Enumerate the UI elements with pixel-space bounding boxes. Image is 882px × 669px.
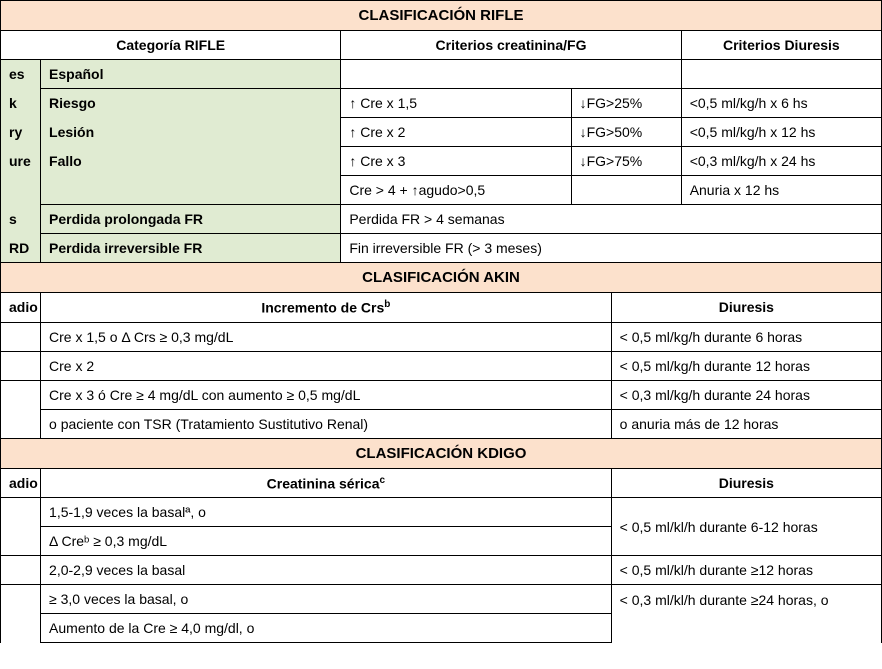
- akin-row-1: Cre x 1,5 o Δ Crs ≥ 0,3 mg/dL < 0,5 ml/k…: [1, 322, 882, 351]
- kdigo-cre-2: 2,0-2,9 veces la basal: [41, 556, 612, 585]
- kdigo-e-3: [1, 585, 41, 614]
- rifle-diu-3: Anuria x 12 hs: [681, 176, 881, 205]
- rifle-diu-1: <0,5 ml/kg/h x 12 hs: [681, 118, 881, 147]
- akin-diu-1: < 0,5 ml/kg/h durante 12 horas: [611, 351, 881, 380]
- rifle-fg-3: [571, 176, 681, 205]
- kdigo-row-3b: Aumento de la Cre ≥ 4,0 mg/dl, o: [1, 614, 882, 643]
- akin-row-3b: o paciente con TSR (Tratamiento Sustitut…: [1, 409, 882, 438]
- akin-header-row: adio Incremento de Crsb Diuresis: [1, 293, 882, 323]
- kdigo-cre-4: Aumento de la Cre ≥ 4,0 mg/dl, o: [41, 614, 612, 643]
- rifle-en-0: k: [1, 89, 41, 118]
- rifle-en-2: ure: [1, 147, 41, 176]
- akin-inc-3: o paciente con TSR (Tratamiento Sustitut…: [41, 409, 612, 438]
- akin-inc-0: Cre x 1,5 o Δ Crs ≥ 0,3 mg/dL: [41, 322, 612, 351]
- kdigo-title: CLASIFICACIÓN KDIGO: [1, 438, 882, 468]
- kdigo-row-1a: 1,5-1,9 veces la basalª, o < 0,5 ml/kl/h…: [1, 498, 882, 527]
- rifle-es-3: [41, 176, 341, 205]
- rifle-row-fallo: ure Fallo ↑ Cre x 3 ↓FG>75% <0,3 ml/kg/h…: [1, 147, 882, 176]
- rifle-row-cre4: Cre > 4 + ↑agudo>0,5 Anuria x 12 hs: [1, 176, 882, 205]
- rifle-loss-es-1: Perdida irreversible FR: [41, 234, 341, 263]
- rifle-cre-3: Cre > 4 + ↑agudo>0,5: [341, 176, 571, 205]
- kdigo-diu-3: < 0,3 ml/kl/h durante ≥24 horas, o: [611, 585, 881, 614]
- rifle-subheader-es: Español: [41, 60, 341, 89]
- akin-header-incremento-text: Incremento de Crs: [261, 300, 384, 316]
- rifle-en-3: [1, 176, 41, 205]
- akin-inc-2: Cre x 3 ó Cre ≥ 4 mg/dL con aumento ≥ 0,…: [41, 380, 612, 409]
- kdigo-table: CLASIFICACIÓN KDIGO adio Creatinina séri…: [0, 438, 882, 644]
- rifle-header-row: Categoría RIFLE Criterios creatinina/FG …: [1, 31, 882, 60]
- rifle-title: CLASIFICACIÓN RIFLE: [1, 1, 882, 31]
- rifle-loss-text-0: Perdida FR > 4 semanas: [341, 205, 882, 234]
- rifle-row-esrd: RD Perdida irreversible FR Fin irreversi…: [1, 234, 882, 263]
- rifle-loss-en-1: RD: [1, 234, 41, 263]
- kdigo-e-2: [1, 556, 41, 585]
- akin-title-row: CLASIFICACIÓN AKIN: [1, 263, 882, 293]
- akin-row-3: Cre x 3 ó Cre ≥ 4 mg/dL con aumento ≥ 0,…: [1, 380, 882, 409]
- akin-table: CLASIFICACIÓN AKIN adio Incremento de Cr…: [0, 262, 882, 439]
- rifle-fg-2: ↓FG>75%: [571, 147, 681, 176]
- rifle-diu-2: <0,3 ml/kg/h x 24 hs: [681, 147, 881, 176]
- rifle-cre-2: ↑ Cre x 3: [341, 147, 571, 176]
- akin-diu-2: < 0,3 ml/kg/h durante 24 horas: [611, 380, 881, 409]
- rifle-table: CLASIFICACIÓN RIFLE Categoría RIFLE Crit…: [0, 0, 882, 263]
- akin-header-diuresis: Diuresis: [611, 293, 881, 323]
- akin-diu-0: < 0,5 ml/kg/h durante 6 horas: [611, 322, 881, 351]
- rifle-fg-0: ↓FG>25%: [571, 89, 681, 118]
- akin-header-incremento: Incremento de Crsb: [41, 293, 612, 323]
- rifle-es-1: Lesión: [41, 118, 341, 147]
- akin-inc-1: Cre x 2: [41, 351, 612, 380]
- kdigo-e-0: [1, 498, 41, 527]
- rifle-loss-en-0: s: [1, 205, 41, 234]
- kdigo-e-4: [1, 614, 41, 643]
- kdigo-header-estadio: adio: [1, 468, 41, 498]
- kdigo-cre-1: Δ Creᵇ ≥ 0,3 mg/dL: [41, 527, 612, 556]
- rifle-header-diuresis: Criterios Diuresis: [681, 31, 881, 60]
- akin-e-3: [1, 409, 41, 438]
- rifle-subheader-en: es: [1, 60, 41, 89]
- kdigo-header-row: adio Creatinina séricac Diuresis: [1, 468, 882, 498]
- kdigo-header-sup: c: [379, 475, 385, 486]
- akin-e-1: [1, 351, 41, 380]
- rifle-cre-0: ↑ Cre x 1,5: [341, 89, 571, 118]
- rifle-fg-1: ↓FG>50%: [571, 118, 681, 147]
- kdigo-diu-2: < 0,5 ml/kl/h durante ≥12 horas: [611, 556, 881, 585]
- rifle-en-1: ry: [1, 118, 41, 147]
- akin-title: CLASIFICACIÓN AKIN: [1, 263, 882, 293]
- rifle-row-loss: s Perdida prolongada FR Perdida FR > 4 s…: [1, 205, 882, 234]
- kdigo-header-creatinina-text: Creatinina sérica: [267, 475, 380, 491]
- rifle-diu-0: <0,5 ml/kg/h x 6 hs: [681, 89, 881, 118]
- akin-e-0: [1, 322, 41, 351]
- rifle-row-lesion: ry Lesión ↑ Cre x 2 ↓FG>50% <0,5 ml/kg/h…: [1, 118, 882, 147]
- rifle-es-0: Riesgo: [41, 89, 341, 118]
- akin-header-estadio: adio: [1, 293, 41, 323]
- kdigo-header-diuresis: Diuresis: [611, 468, 881, 498]
- kdigo-diu-4: [611, 614, 881, 643]
- rifle-loss-text-1: Fin irreversible FR (> 3 meses): [341, 234, 882, 263]
- rifle-es-2: Fallo: [41, 147, 341, 176]
- rifle-header-criterios-cre: Criterios creatinina/FG: [341, 31, 681, 60]
- kdigo-title-row: CLASIFICACIÓN KDIGO: [1, 438, 882, 468]
- rifle-header-categoria: Categoría RIFLE: [1, 31, 341, 60]
- rifle-subheader-row: es Español: [1, 60, 882, 89]
- kdigo-e-1: [1, 527, 41, 556]
- rifle-subheader-spacer2: [681, 60, 881, 89]
- akin-diu-3: o anuria más de 12 horas: [611, 409, 881, 438]
- rifle-title-row: CLASIFICACIÓN RIFLE: [1, 1, 882, 31]
- rifle-row-riesgo: k Riesgo ↑ Cre x 1,5 ↓FG>25% <0,5 ml/kg/…: [1, 89, 882, 118]
- akin-header-sup: b: [384, 299, 390, 310]
- kdigo-header-creatinina: Creatinina séricac: [41, 468, 612, 498]
- rifle-loss-es-0: Perdida prolongada FR: [41, 205, 341, 234]
- kdigo-cre-0: 1,5-1,9 veces la basalª, o: [41, 498, 612, 527]
- rifle-subheader-spacer1: [341, 60, 681, 89]
- kdigo-cre-3: ≥ 3,0 veces la basal, o: [41, 585, 612, 614]
- kdigo-row-2: 2,0-2,9 veces la basal < 0,5 ml/kl/h dur…: [1, 556, 882, 585]
- akin-row-2: Cre x 2 < 0,5 ml/kg/h durante 12 horas: [1, 351, 882, 380]
- rifle-cre-1: ↑ Cre x 2: [341, 118, 571, 147]
- kdigo-diu-0: < 0,5 ml/kl/h durante 6-12 horas: [611, 498, 881, 556]
- kdigo-row-3a: ≥ 3,0 veces la basal, o < 0,3 ml/kl/h du…: [1, 585, 882, 614]
- akin-e-2: [1, 380, 41, 409]
